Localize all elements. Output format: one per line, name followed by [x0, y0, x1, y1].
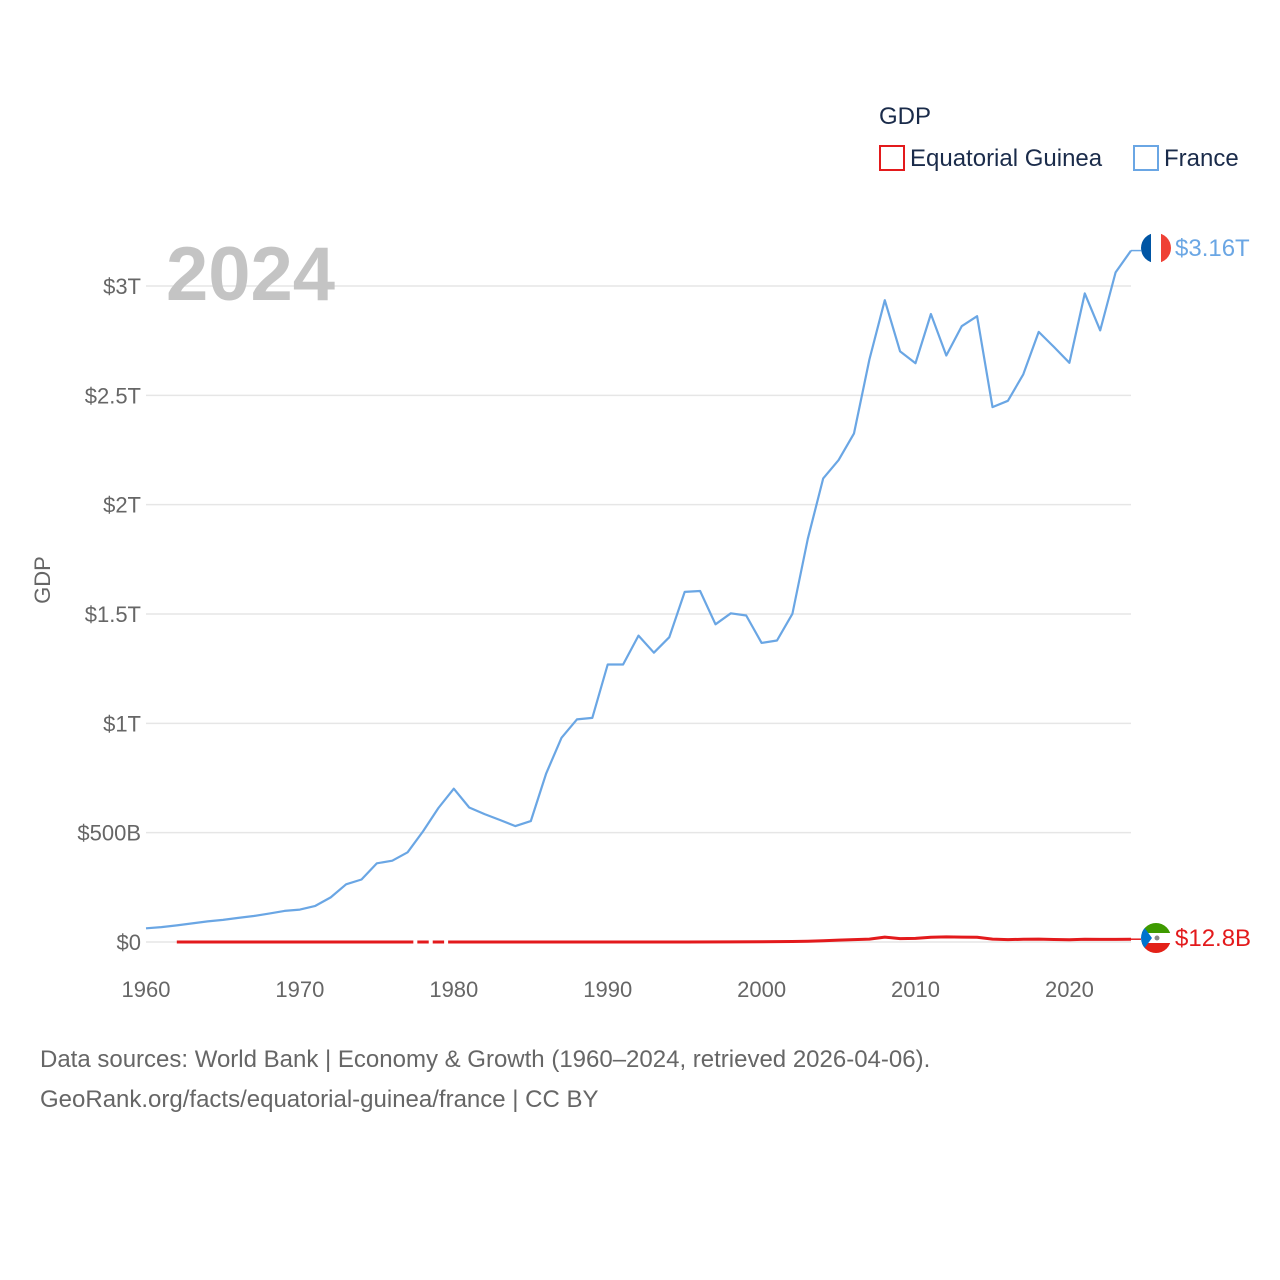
- series-lines: [145, 249, 1141, 945]
- year-label: 2024: [166, 232, 335, 317]
- x-tick-label: 1990: [583, 977, 632, 1002]
- x-tick-label: 1980: [429, 977, 478, 1002]
- y-axis-title: GDP: [30, 556, 55, 604]
- end-label-france: $3.16T: [1175, 235, 1250, 262]
- y-tick-label: $1.5T: [85, 602, 141, 627]
- x-tick-label: 1970: [275, 977, 324, 1002]
- y-tick-label: $2.5T: [85, 383, 141, 408]
- x-axis-ticks: 1960 1970 1980 1990 2000 2010 2020: [122, 977, 1094, 1002]
- series-line-equatorial-guinea[interactable]: [176, 935, 1132, 944]
- source-line-2[interactable]: GeoRank.org/facts/equatorial-guinea/fran…: [40, 1086, 599, 1113]
- series-line-france[interactable]: [145, 249, 1132, 930]
- x-tick-label: 2020: [1045, 977, 1094, 1002]
- y-tick-label: $2T: [103, 493, 141, 518]
- y-tick-label: $1T: [103, 711, 141, 736]
- x-tick-label: 2010: [891, 977, 940, 1002]
- france-flag-icon: [1141, 233, 1171, 263]
- y-tick-label: $3T: [103, 274, 141, 299]
- x-tick-label: 2000: [737, 977, 786, 1002]
- grid-lines: [146, 285, 1131, 943]
- equatorial-guinea-flag-icon: [1141, 923, 1171, 953]
- legend-swatch-france[interactable]: [1133, 145, 1159, 171]
- legend-label-france[interactable]: France: [1164, 145, 1239, 172]
- legend-label-equatorial-guinea[interactable]: Equatorial Guinea: [910, 145, 1103, 172]
- series-gap-mark: [413, 939, 418, 945]
- legend-title: GDP: [879, 103, 931, 130]
- source-note: Data sources: World Bank | Economy & Gro…: [40, 1040, 930, 1120]
- legend-swatch-equatorial-guinea[interactable]: [879, 145, 905, 171]
- y-tick-label: $0: [117, 930, 141, 955]
- y-tick-label: $500B: [77, 821, 141, 846]
- series-gap-mark: [428, 939, 433, 945]
- x-tick-label: 1960: [122, 977, 171, 1002]
- end-label-equatorial-guinea: $12.8B: [1175, 925, 1251, 952]
- y-axis-ticks: $0 $500B $1T $1.5T $2T $2.5T $3T: [77, 274, 141, 955]
- source-line-1: Data sources: World Bank | Economy & Gro…: [40, 1046, 931, 1073]
- series-gap-mark: [444, 939, 449, 945]
